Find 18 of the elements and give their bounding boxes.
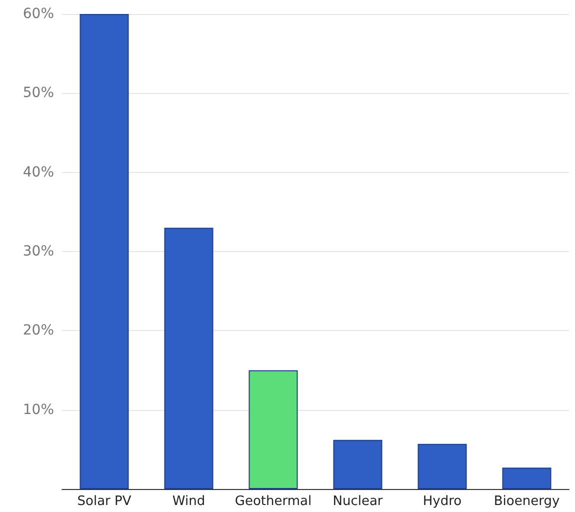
x-tick-label: Solar PV	[77, 494, 132, 509]
y-tick-label: 50%	[22, 85, 54, 102]
bar	[333, 440, 382, 489]
x-tick-label: Bioenergy	[494, 494, 560, 509]
y-tick-label: 20%	[22, 322, 54, 339]
x-tick-label: Hydro	[422, 494, 462, 509]
bar	[80, 14, 129, 489]
y-tick-label: 40%	[22, 164, 54, 180]
y-tick-label: 30%	[22, 244, 54, 260]
x-tick-label: Nuclear	[332, 494, 384, 509]
bar	[164, 228, 214, 489]
x-tick-label: Geothermal	[234, 494, 312, 509]
bar	[248, 370, 298, 489]
x-tick-label: Wind	[172, 494, 206, 509]
bar	[502, 468, 552, 489]
y-tick-label: 10%	[22, 402, 54, 418]
y-tick-label: 60%	[22, 6, 54, 22]
bar	[418, 444, 467, 489]
